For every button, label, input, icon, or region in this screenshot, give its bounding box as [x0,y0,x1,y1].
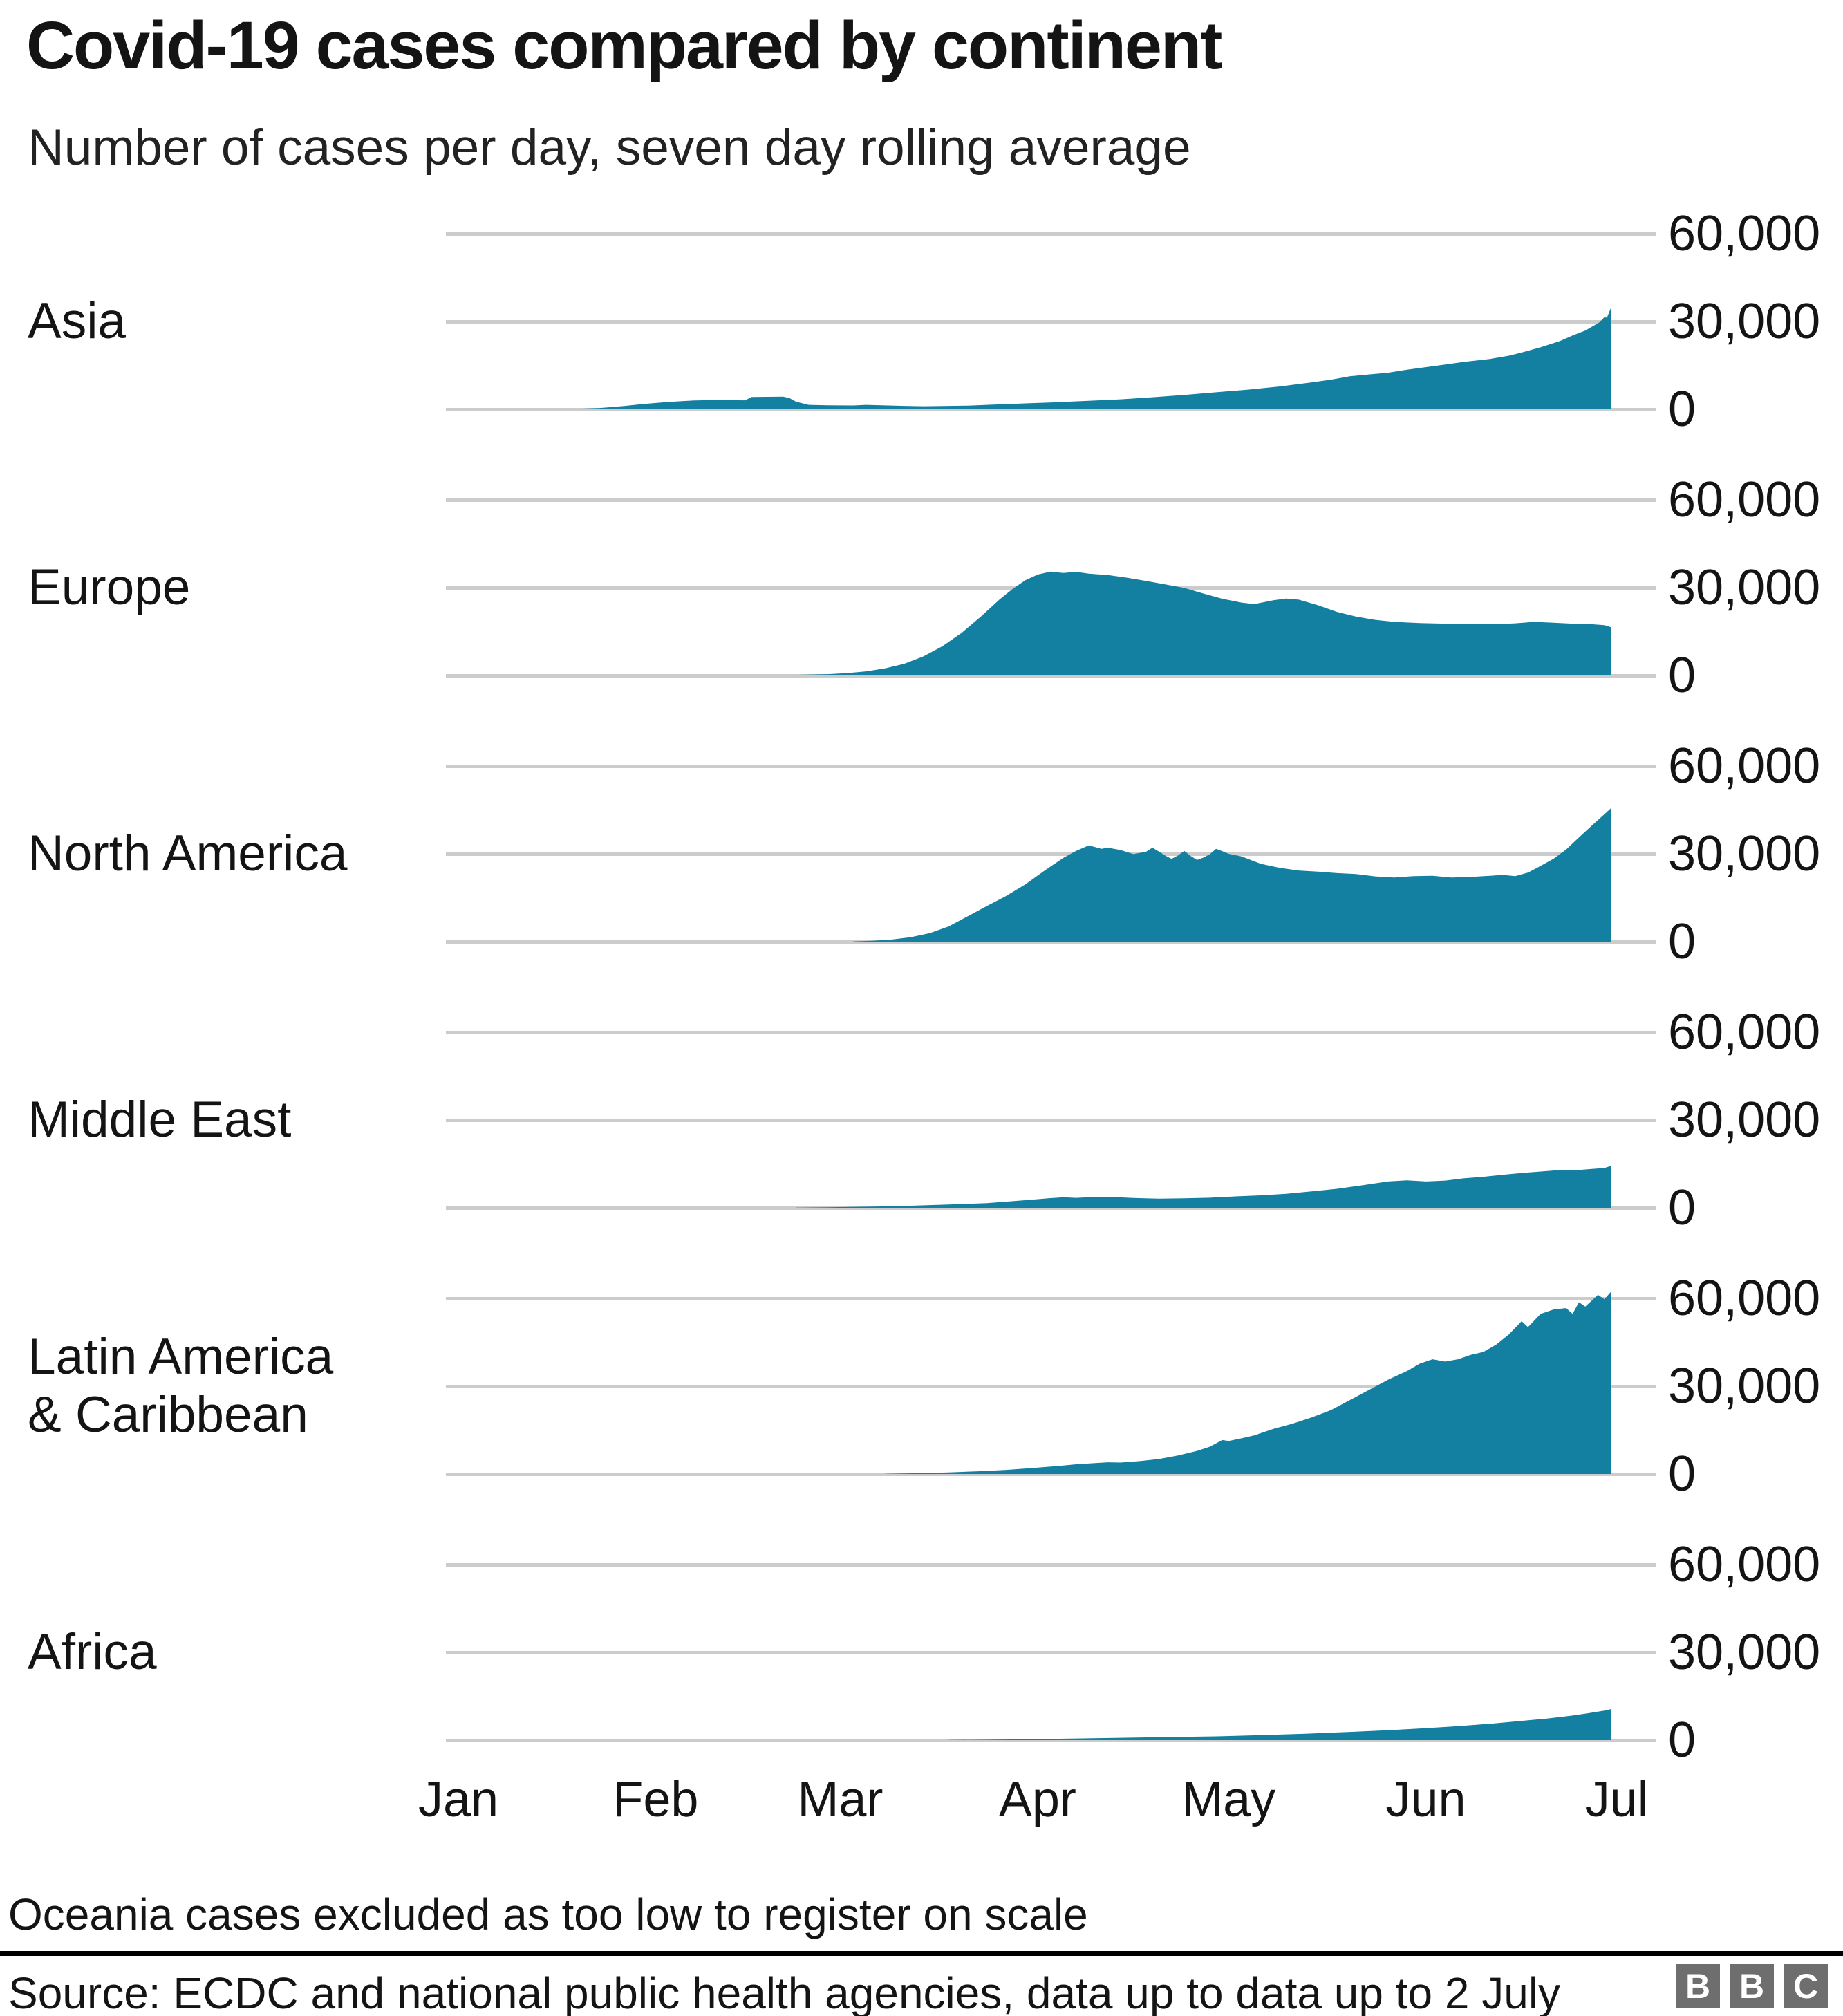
y-tick-label: 30,000 [1668,294,1821,349]
footnote: Oceania cases excluded as too low to reg… [8,1889,1088,1939]
y-tick-label: 0 [1668,914,1696,969]
area-path-north-america [853,808,1611,942]
y-tick-label: 0 [1668,1446,1696,1502]
row-label-line: & Caribbean [28,1387,308,1443]
y-tick-label: 30,000 [1668,1625,1821,1680]
area-path-africa [948,1709,1611,1740]
page-title: Covid-19 cases compared by continent [26,8,1222,83]
x-tick-label-jul: Jul [1584,1772,1649,1827]
gridline-30000 [446,1650,1656,1654]
y-tick-label: 0 [1668,648,1696,703]
source-text: Source: ECDC and national public health … [8,1968,1561,2016]
row-label-europe: Europe [28,559,429,617]
gridline-30000 [446,852,1656,856]
row-label-line: Asia [28,293,127,349]
y-tick-label: 0 [1668,1180,1696,1235]
bbc-logo-block: B [1676,1964,1720,2008]
row-label-north-america: North America [28,825,429,883]
y-tick-label: 60,000 [1668,1005,1821,1060]
gridline-60000 [446,1030,1656,1034]
y-tick-label: 30,000 [1668,560,1821,615]
area-series-asia [509,308,1611,409]
gridline-60000 [446,498,1656,502]
panel-middle-east [446,1006,1656,1213]
panel-africa [446,1538,1656,1746]
y-tick-label: 60,000 [1668,206,1821,261]
row-label-line: North America [28,825,348,881]
gridline-30000 [446,1118,1656,1122]
x-tick-label-apr: Apr [998,1772,1076,1827]
y-tick-label: 30,000 [1668,826,1821,881]
bbc-logo-block: C [1784,1964,1828,2008]
x-tick-label-jan: Jan [418,1772,499,1827]
area-path-latin-america-caribbean [885,1291,1611,1474]
gridline-60000 [446,1562,1656,1567]
panel-north-america [446,740,1656,947]
area-path-middle-east [796,1166,1611,1208]
y-tick-label: 60,000 [1668,738,1821,794]
y-tick-label: 30,000 [1668,1359,1821,1414]
area-series-north-america [853,808,1611,942]
y-tick-label: 60,000 [1668,1271,1821,1326]
y-tick-label: 30,000 [1668,1092,1821,1148]
gridline-60000 [446,232,1656,236]
row-label-line: Europe [28,559,191,615]
x-tick-label-feb: Feb [612,1772,699,1827]
y-tick-label: 60,000 [1668,1537,1821,1592]
area-series-middle-east [796,1166,1611,1208]
row-label-latin-america-caribbean: Latin America & Caribbean [28,1328,429,1444]
panel-latin-america-caribbean [446,1272,1656,1480]
row-label-line: Middle East [28,1092,292,1148]
x-tick-label-may: May [1181,1772,1276,1827]
x-tick-label-mar: Mar [797,1772,883,1827]
gridline-30000 [446,1384,1656,1388]
y-tick-label: 0 [1668,382,1696,437]
gridline-60000 [446,1296,1656,1300]
row-label-middle-east: Middle East [28,1091,429,1149]
row-label-asia: Asia [28,292,429,351]
y-tick-label: 0 [1668,1712,1696,1768]
divider-rule [0,1951,1843,1956]
x-axis: Jan Feb Mar Apr May Jun Jul [0,1771,1843,1833]
area-series-africa [948,1709,1611,1740]
panel-asia [446,207,1656,415]
row-label-line: Latin America [28,1329,334,1385]
gridline-60000 [446,764,1656,768]
area-series-latin-america-caribbean [885,1291,1611,1474]
gridline-30000 [446,319,1656,324]
bbc-logo-block: B [1730,1964,1774,2008]
area-series-europe [751,571,1611,675]
row-label-line: Africa [28,1624,157,1680]
panel-europe [446,474,1656,681]
y-tick-label: 60,000 [1668,472,1821,528]
area-path-europe [751,571,1611,675]
area-path-asia [509,308,1611,409]
x-tick-label-jun: Jun [1385,1772,1466,1827]
page-subtitle: Number of cases per day, seven day rolli… [28,120,1191,176]
row-label-africa: Africa [28,1623,429,1681]
